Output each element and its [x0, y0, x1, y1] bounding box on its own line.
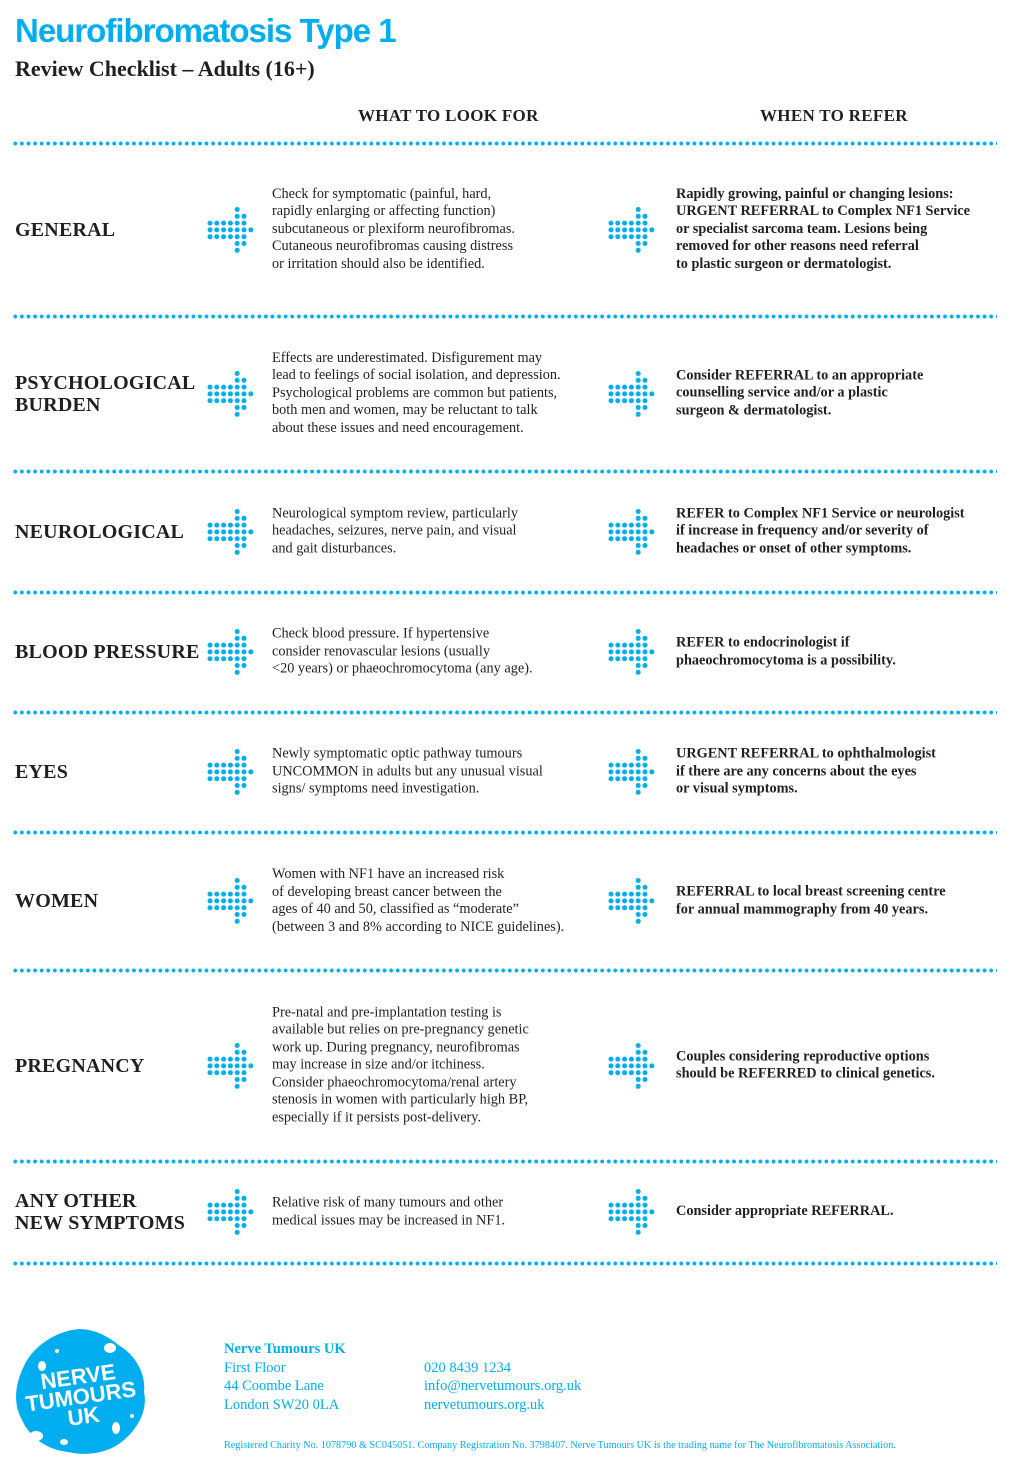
- dotted-arrow-right-icon: [207, 206, 255, 254]
- checklist-row: PREGNANCY Pre-natal and pre-implantation…: [0, 970, 1030, 1161]
- row-label: GENERAL: [15, 218, 116, 241]
- look-for-text: Newly symptomatic optic pathway tumours …: [272, 745, 543, 797]
- dotted-arrow-right-icon: [207, 1188, 255, 1236]
- dotted-arrow-right-icon: [207, 748, 255, 796]
- checklist-row: NEUROLOGICAL Neurological symptom review…: [0, 471, 1030, 592]
- dotted-arrow-right-icon: [608, 206, 656, 254]
- refer-text: Consider REFERRAL to an appropriate coun…: [676, 367, 924, 419]
- dotted-arrow-right-icon: [608, 508, 656, 556]
- row-label: EYES: [15, 761, 69, 783]
- checklist-row: WOMEN Women with NF1 have an increased r…: [0, 832, 1030, 970]
- address-line: 44 Coombe Lane: [224, 1378, 324, 1395]
- nerve-tumours-uk-logo: NERVE TUMOURS UK: [16, 1329, 145, 1454]
- page-title: Neurofibromatosis Type 1: [15, 12, 397, 49]
- dotted-arrow-right-icon: [608, 370, 656, 418]
- dotted-arrow-right-icon: [207, 370, 255, 418]
- dotted-arrow-right-icon: [608, 628, 656, 676]
- dotted-arrow-right-icon: [207, 877, 255, 925]
- checklist-row: EYES Newly symptomatic optic pathway tum…: [0, 712, 1030, 832]
- dotted-divider: [12, 1159, 997, 1164]
- checklist-row: GENERAL Check for symptomatic (painful, …: [0, 143, 1030, 316]
- dotted-arrow-right-icon: [207, 1042, 255, 1090]
- email-link[interactable]: info@nervetumours.org.uk: [424, 1378, 582, 1395]
- row-label: ANY OTHER NEW SYMPTOMS: [15, 1190, 186, 1234]
- dotted-divider: [12, 830, 997, 835]
- dotted-divider: [12, 968, 997, 973]
- refer-text: Rapidly growing, painful or changing les…: [676, 185, 971, 272]
- look-for-text: Check blood pressure. If hypertensive co…: [272, 625, 533, 677]
- look-for-text: Check for symptomatic (painful, hard, ra…: [272, 185, 515, 272]
- look-for-text: Neurological symptom review, particularl…: [272, 505, 519, 557]
- dotted-arrow-right-icon: [207, 508, 255, 556]
- refer-text: REFER to endocrinologist if phaeochromoc…: [676, 634, 896, 668]
- column-header-refer: WHEN TO REFER: [760, 106, 908, 125]
- dotted-divider: [12, 314, 997, 319]
- footer-org-name: Nerve Tumours UK: [224, 1341, 346, 1357]
- dotted-arrow-right-icon: [608, 877, 656, 925]
- row-label: NEUROLOGICAL: [15, 520, 185, 543]
- checklist-row: PSYCHOLOGICAL BURDEN Effects are underes…: [0, 316, 1030, 471]
- look-for-text: Effects are underestimated. Disfiguremen…: [272, 349, 561, 436]
- footer-address: First Floor 44 Coombe Lane London SW20 0…: [224, 1359, 339, 1414]
- refer-text: URGENT REFERRAL to ophthalmologist if th…: [676, 745, 936, 797]
- refer-text: Couples considering reproductive options…: [676, 1047, 935, 1082]
- footer-legal: Registered Charity No. 1078790 & SC04505…: [224, 1440, 896, 1451]
- row-label: PREGNANCY: [15, 1054, 145, 1077]
- dotted-divider: [12, 710, 997, 715]
- address-line: First Floor: [224, 1360, 286, 1376]
- dotted-divider: [12, 1261, 997, 1266]
- svg-text:UK: UK: [66, 1402, 101, 1431]
- address-line: London SW20 0LA: [224, 1396, 340, 1413]
- dotted-arrow-right-icon: [608, 748, 656, 796]
- refer-text: REFER to Complex NF1 Service or neurolog…: [676, 505, 965, 557]
- dotted-divider: [12, 590, 997, 595]
- refer-text: Consider appropriate REFERRAL.: [676, 1203, 894, 1220]
- page-subtitle: Review Checklist – Adults (16+): [15, 56, 315, 81]
- footer-contact: 020 8439 1234 info@nervetumours.org.uk n…: [424, 1359, 581, 1414]
- look-for-text: Pre-natal and pre-implantation testing i…: [272, 1003, 529, 1126]
- row-label: WOMEN: [15, 890, 99, 912]
- look-for-text: Relative risk of many tumours and other …: [272, 1194, 506, 1228]
- refer-text: REFERRAL to local breast screening centr…: [676, 883, 946, 917]
- phone-number[interactable]: 020 8439 1234: [424, 1360, 511, 1376]
- row-label: BLOOD PRESSURE: [15, 641, 200, 663]
- row-label: PSYCHOLOGICAL BURDEN: [15, 371, 196, 416]
- website-link[interactable]: nervetumours.org.uk: [424, 1396, 545, 1413]
- look-for-text: Women with NF1 have an increased risk of…: [272, 865, 565, 935]
- checklist-row: ANY OTHER NEW SYMPTOMS Relative risk of …: [0, 1161, 1030, 1263]
- dotted-arrow-right-icon: [608, 1188, 656, 1236]
- dotted-divider: [12, 469, 997, 474]
- dotted-arrow-right-icon: [207, 628, 255, 676]
- dotted-arrow-right-icon: [608, 1042, 656, 1090]
- column-header-look-for: WHAT TO LOOK FOR: [358, 106, 539, 125]
- dotted-divider: [12, 141, 997, 146]
- checklist-row: BLOOD PRESSURE Check blood pressure. If …: [0, 592, 1030, 712]
